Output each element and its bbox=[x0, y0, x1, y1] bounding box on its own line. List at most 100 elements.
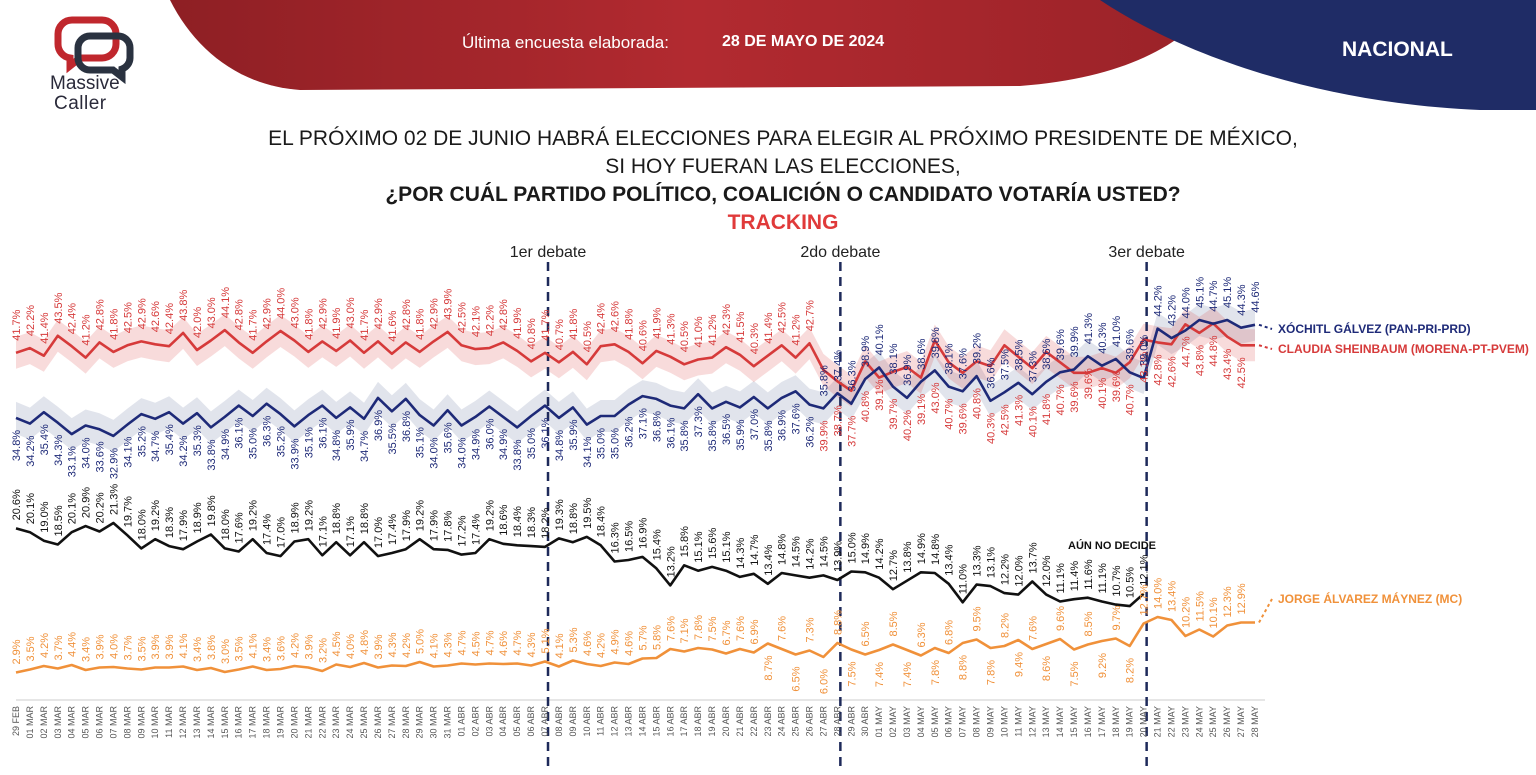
chart-subtitle-tracking: TRACKING bbox=[727, 211, 839, 234]
x-tick-label: 26 MAR bbox=[373, 706, 383, 739]
galvez-label: 35.8% bbox=[679, 420, 691, 451]
maynez-label: 5.8% bbox=[651, 625, 663, 650]
undecided-label: 16.5% bbox=[624, 521, 636, 552]
undecided-label: 19.0% bbox=[39, 501, 51, 532]
galvez-label: 41.3% bbox=[1083, 313, 1095, 344]
maynez-label: 7.4% bbox=[874, 662, 886, 687]
undecided-label: 13.8% bbox=[902, 541, 914, 572]
maynez-label: 3.9% bbox=[303, 634, 315, 659]
chart-title-line2: SI HOY FUERAN LAS ELECCIONES, bbox=[605, 155, 961, 178]
sheinbaum-label: 42.9% bbox=[429, 298, 441, 329]
legend-maynez-leader bbox=[1258, 598, 1273, 623]
galvez-label: 37.5% bbox=[999, 349, 1011, 380]
galvez-label: 38.1% bbox=[888, 343, 900, 374]
undecided-label: 20.2% bbox=[95, 492, 107, 523]
sheinbaum-label: 41.0% bbox=[693, 316, 705, 347]
line-sheinbaum bbox=[15, 322, 1255, 393]
x-tick-label: 21 MAY bbox=[1153, 706, 1163, 737]
sheinbaum-label: 41.4% bbox=[39, 312, 51, 343]
undecided-label: 14.5% bbox=[818, 536, 830, 567]
maynez-label: 3.8% bbox=[206, 635, 218, 660]
maynez-label: 7.6% bbox=[665, 616, 677, 641]
sheinbaum-label: 42.8% bbox=[234, 299, 246, 330]
undecided-label: 14.2% bbox=[805, 538, 817, 569]
maynez-label: 7.8% bbox=[930, 660, 942, 685]
galvez-label: 35.2% bbox=[136, 426, 148, 457]
sheinbaum-label: 40.3% bbox=[986, 413, 998, 444]
maynez-label: 3.5% bbox=[25, 636, 37, 661]
galvez-label: 35.8% bbox=[707, 420, 719, 451]
undecided-label: 17.0% bbox=[276, 517, 288, 548]
undecided-label: 17.9% bbox=[401, 510, 413, 541]
sheinbaum-label: 42.5% bbox=[122, 302, 134, 333]
galvez-label: 38.6% bbox=[916, 338, 928, 369]
galvez-label: 36.0% bbox=[484, 418, 496, 449]
galvez-label: 36.8% bbox=[651, 411, 663, 442]
maynez-label: 7.5% bbox=[846, 661, 858, 686]
galvez-label: 37.1% bbox=[638, 408, 650, 439]
undecided-label: 12.7% bbox=[888, 550, 900, 581]
x-tick-label: 22 MAR bbox=[317, 706, 327, 739]
chart-question: ¿POR CUÁL PARTIDO POLÍTICO, COALICIÓN O … bbox=[385, 183, 1181, 206]
galvez-label: 34.0% bbox=[457, 437, 469, 468]
galvez-label: 35.4% bbox=[39, 424, 51, 455]
maynez-label: 7.8% bbox=[986, 660, 998, 685]
undecided-label: 18.0% bbox=[220, 509, 232, 540]
sheinbaum-label: 41.7% bbox=[11, 309, 23, 340]
x-tick-label: 08 MAY bbox=[972, 706, 982, 737]
line-undecided bbox=[15, 521, 1145, 608]
sheinbaum-label: 42.3% bbox=[721, 304, 733, 335]
x-tick-label: 20 ABR bbox=[721, 706, 731, 737]
maynez-label: 7.5% bbox=[1069, 661, 1081, 686]
galvez-label: 35.9% bbox=[735, 419, 747, 450]
x-tick-label: 26 MAY bbox=[1222, 706, 1232, 737]
maynez-label: 3.5% bbox=[136, 636, 148, 661]
undecided-label: 17.1% bbox=[317, 516, 329, 547]
undecided-label: 18.4% bbox=[512, 506, 524, 537]
x-tick-label: 09 MAR bbox=[136, 706, 146, 739]
maynez-label: 4.6% bbox=[498, 631, 510, 656]
debate-label-1: 1er debate bbox=[510, 244, 587, 261]
maynez-label: 4.0% bbox=[108, 634, 120, 659]
x-tick-label: 15 MAR bbox=[220, 706, 230, 739]
galvez-label: 36.1% bbox=[317, 417, 329, 448]
sheinbaum-label: 41.8% bbox=[108, 308, 120, 339]
maynez-label: 7.6% bbox=[735, 616, 747, 641]
x-tick-label: 24 MAY bbox=[1194, 706, 1204, 737]
sheinbaum-label: 41.7% bbox=[540, 309, 552, 340]
undecided-label: 15.4% bbox=[651, 529, 663, 560]
x-tick-label: 23 ABR bbox=[763, 706, 773, 737]
galvez-label: 44.7% bbox=[1208, 280, 1220, 311]
undecided-label: 18.5% bbox=[53, 505, 65, 536]
sheinbaum-label: 40.8% bbox=[526, 318, 538, 349]
galvez-label: 34.9% bbox=[220, 429, 232, 460]
sheinbaum-label: 43.0% bbox=[930, 382, 942, 413]
galvez-label: 39.6% bbox=[1125, 329, 1137, 360]
maynez-label: 4.7% bbox=[484, 630, 496, 655]
galvez-label: 34.0% bbox=[81, 437, 93, 468]
galvez-label: 40.3% bbox=[1097, 322, 1109, 353]
undecided-label: 13.7% bbox=[1027, 542, 1039, 573]
undecided-label: 17.9% bbox=[429, 510, 441, 541]
sheinbaum-label: 39.6% bbox=[1111, 371, 1123, 402]
maynez-label: 6.7% bbox=[721, 620, 733, 645]
sheinbaum-label: 42.4% bbox=[596, 303, 608, 334]
sheinbaum-label: 40.7% bbox=[1055, 384, 1067, 415]
undecided-label: 18.0% bbox=[136, 509, 148, 540]
sheinbaum-label: 41.9% bbox=[512, 307, 524, 338]
survey-date: 28 DE MAYO DE 2024 bbox=[722, 33, 885, 50]
x-tick-label: 15 MAY bbox=[1069, 706, 1079, 737]
sheinbaum-label: 42.9% bbox=[136, 298, 148, 329]
galvez-label: 35.4% bbox=[164, 424, 176, 455]
sheinbaum-label: 42.2% bbox=[484, 305, 496, 336]
galvez-label: 35.2% bbox=[276, 426, 288, 457]
sheinbaum-label: 38.7% bbox=[832, 405, 844, 436]
undecided-label: 14.7% bbox=[749, 534, 761, 565]
maynez-label: 4.0% bbox=[345, 634, 357, 659]
maynez-label: 8.8% bbox=[832, 610, 844, 635]
sheinbaum-label: 42.6% bbox=[1167, 356, 1179, 387]
undecided-label: 13.3% bbox=[972, 545, 984, 576]
maynez-label: 12.9% bbox=[1236, 583, 1248, 614]
maynez-label: 11.5% bbox=[1194, 591, 1206, 622]
undecided-label: 19.3% bbox=[554, 499, 566, 530]
